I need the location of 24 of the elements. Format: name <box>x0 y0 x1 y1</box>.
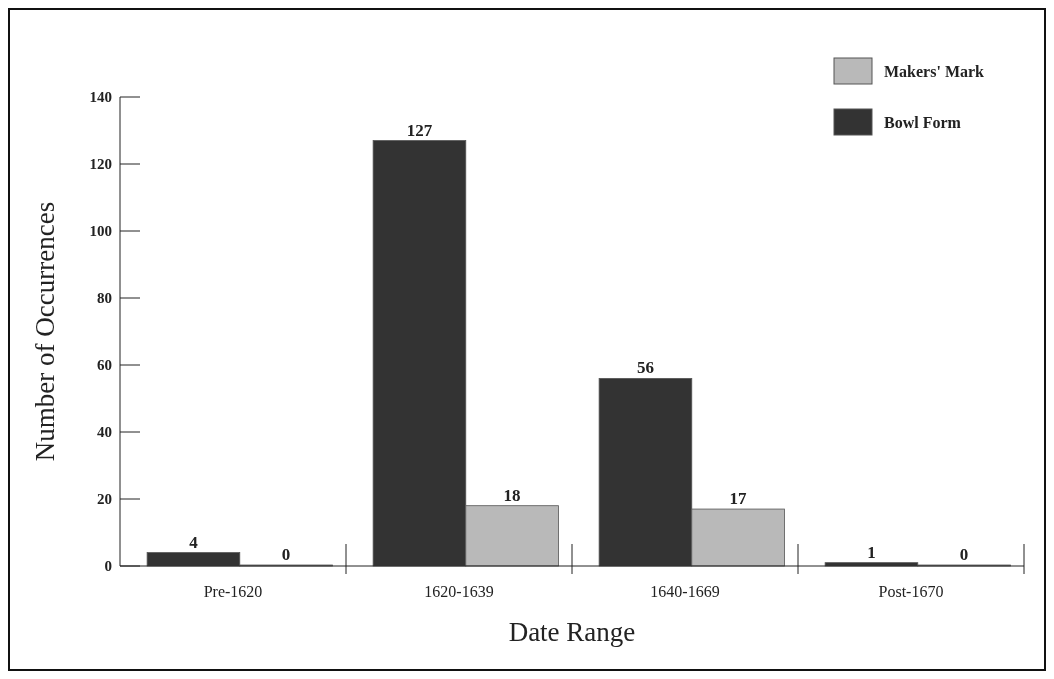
legend-label: Makers' Mark <box>884 62 985 80</box>
y-tick-label: 80 <box>97 290 112 307</box>
y-axis-title: Number of Occurrences <box>30 201 60 462</box>
y-tick-label: 40 <box>97 424 112 441</box>
legend-label: Bowl Form <box>884 113 962 131</box>
y-tick-label: 20 <box>97 491 112 508</box>
data-label: 0 <box>281 545 291 564</box>
x-tick-label: 1620-1639 <box>424 583 494 600</box>
data-label: 0 <box>959 545 969 564</box>
y-tick-label: 140 <box>89 89 112 106</box>
y-tick-label: 120 <box>89 156 112 173</box>
y-tick-label: 100 <box>89 223 112 240</box>
data-label: 17 <box>729 489 748 509</box>
y-tick-label: 0 <box>104 558 112 575</box>
y-tick-label: 60 <box>97 357 112 374</box>
data-label: 18 <box>503 485 521 505</box>
x-tick-label: Pre-1620 <box>203 583 263 600</box>
x-tick-label: 1640-1669 <box>650 583 720 600</box>
x-axis-title: Date Range <box>508 617 636 647</box>
data-label: 1 <box>867 542 876 562</box>
x-tick-label: Post-1670 <box>878 583 944 600</box>
data-label: 4 <box>189 532 199 552</box>
data-label: 56 <box>636 358 654 378</box>
data-label: 127 <box>406 120 433 140</box>
